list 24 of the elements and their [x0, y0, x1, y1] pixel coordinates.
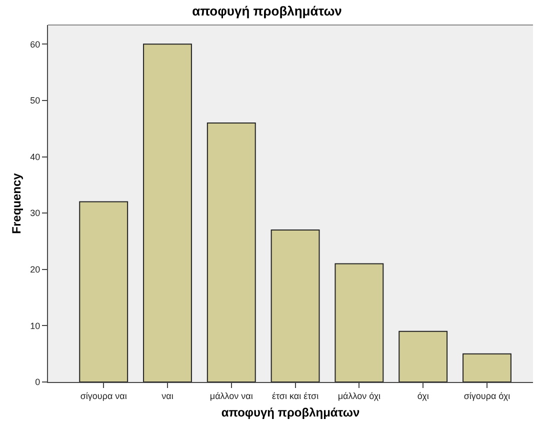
bar	[398, 330, 448, 382]
x-tick-label: ναι	[162, 390, 174, 401]
y-tick-label: 30	[30, 208, 40, 218]
x-tick-label: έτσι και έτσι	[272, 390, 319, 401]
y-tick-label: 40	[30, 152, 40, 162]
y-tick-label: 0	[35, 377, 40, 388]
x-axis-title: αποφυγή προβλημάτων	[221, 406, 360, 420]
y-tick-label: 50	[30, 96, 40, 106]
y-tick-label: 20	[30, 264, 40, 275]
x-tick-label: όχι	[417, 390, 429, 401]
bar	[462, 353, 512, 382]
chart-title: αποφυγή προβλημάτων	[192, 4, 342, 19]
y-axis-title: Frequency	[9, 172, 24, 234]
x-tick-label: σίγουρα όχι	[464, 390, 510, 401]
y-tick-label: 60	[30, 39, 40, 50]
bar	[143, 44, 192, 382]
x-tick-label: μάλλον ναι	[210, 390, 253, 401]
x-tick-label: σίγουρα ναι	[80, 390, 127, 401]
bar	[206, 122, 256, 382]
x-tick-label: μάλλον όχι	[338, 390, 381, 401]
bar	[270, 229, 320, 382]
bar	[79, 201, 128, 382]
y-tick-label: 10	[30, 320, 40, 331]
bar	[334, 263, 384, 382]
